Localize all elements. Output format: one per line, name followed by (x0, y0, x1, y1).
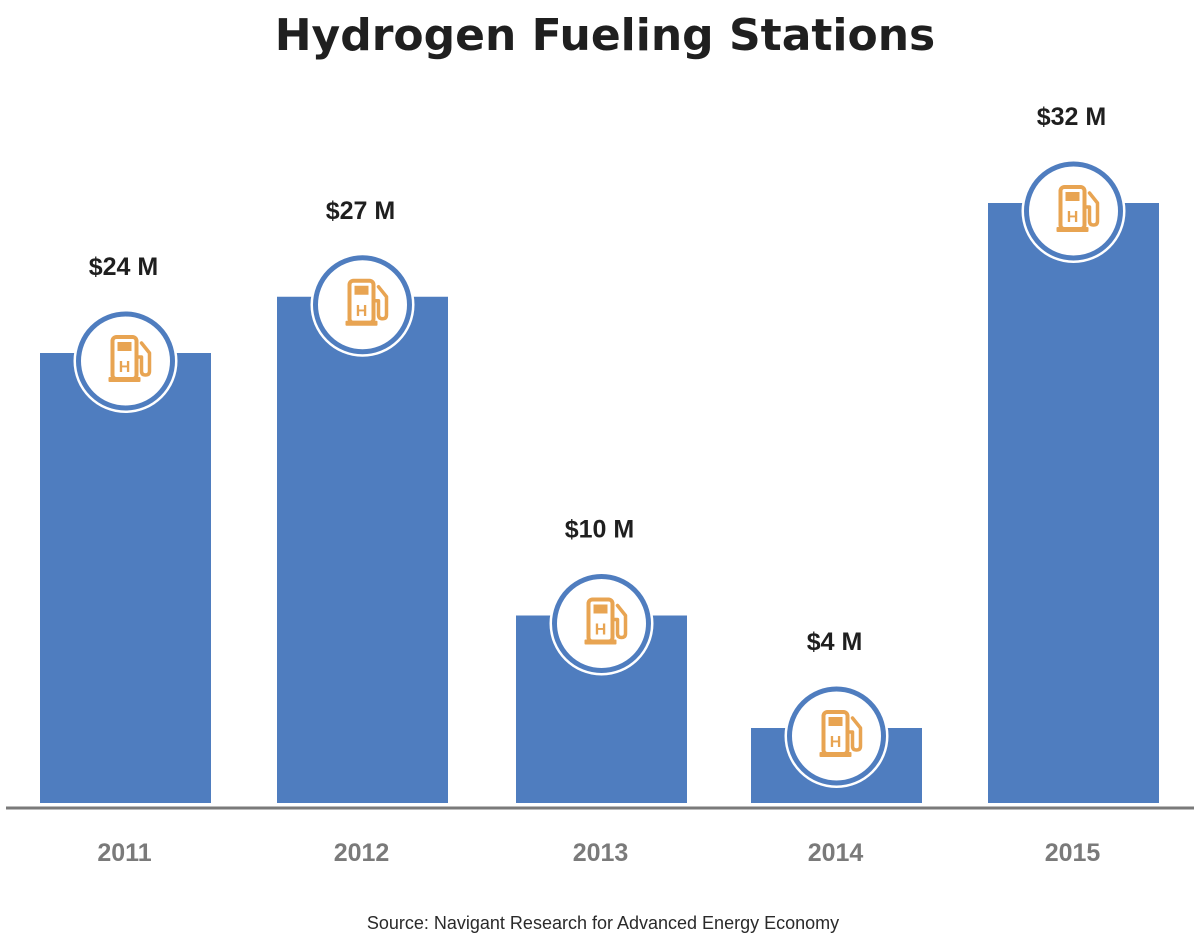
badge-circle (552, 574, 651, 673)
pump-letter: H (1067, 209, 1079, 226)
bar-2015 (988, 203, 1159, 803)
pump-window (593, 604, 608, 614)
x-tick-2012: 2012 (334, 839, 390, 867)
x-tick-2014: 2014 (808, 839, 864, 867)
data-label-2011: $24 M (89, 253, 158, 281)
badge-circle (1024, 161, 1123, 261)
pump-hose (610, 603, 628, 640)
badge-circle (787, 686, 886, 786)
data-label-2013: $10 M (565, 516, 634, 544)
x-tick-2011: 2011 (97, 839, 151, 867)
pump-base (345, 320, 378, 326)
pump-hose (845, 716, 863, 752)
hydrogen-fuel-pump-icon: H (310, 252, 415, 357)
pump-window (117, 342, 132, 351)
pump-letter: H (119, 359, 131, 376)
pump-hose (1082, 191, 1100, 227)
pump-letter: H (830, 734, 842, 751)
x-tick-2013: 2013 (573, 839, 629, 867)
hydrogen-fuel-pump-icon: H (73, 309, 178, 413)
pump-base (819, 752, 852, 757)
pump-hose (371, 285, 389, 321)
pump-letter: H (356, 303, 368, 320)
pump-window (1065, 192, 1080, 201)
badges-layer: H H H H H (73, 159, 1126, 788)
badge-circle (76, 311, 175, 411)
source-note: Source: Navigant Research for Advanced E… (366, 913, 840, 933)
badge-circle (313, 255, 412, 355)
chart-title: Hydrogen Fueling Stations (274, 10, 936, 61)
x-tick-2015: 2015 (1045, 839, 1101, 867)
pump-base (108, 377, 141, 382)
pump-window (828, 717, 843, 726)
bars-layer (40, 203, 1159, 803)
data-label-2014: $4 M (807, 628, 863, 656)
pump-letter: H (595, 622, 607, 639)
labels-layer: $24 M $27 M $10 M $4 M $32 M (89, 103, 1106, 656)
pump-hose (134, 341, 152, 377)
hydrogen-fuel-pump-icon: H (1021, 159, 1126, 263)
ticks-layer: 2011 2012 2013 2014 2015 (97, 839, 1100, 867)
data-label-2015: $32 M (1037, 103, 1106, 131)
bar-2011 (40, 353, 211, 803)
data-label-2012: $27 M (326, 197, 395, 225)
pump-window (354, 285, 369, 295)
pump-base (584, 639, 617, 645)
pump-base (1056, 227, 1089, 232)
bar-2012 (277, 296, 448, 803)
hydrogen-fuel-pump-icon: H (784, 684, 889, 788)
hydrogen-fuel-pump-icon: H (549, 571, 654, 676)
